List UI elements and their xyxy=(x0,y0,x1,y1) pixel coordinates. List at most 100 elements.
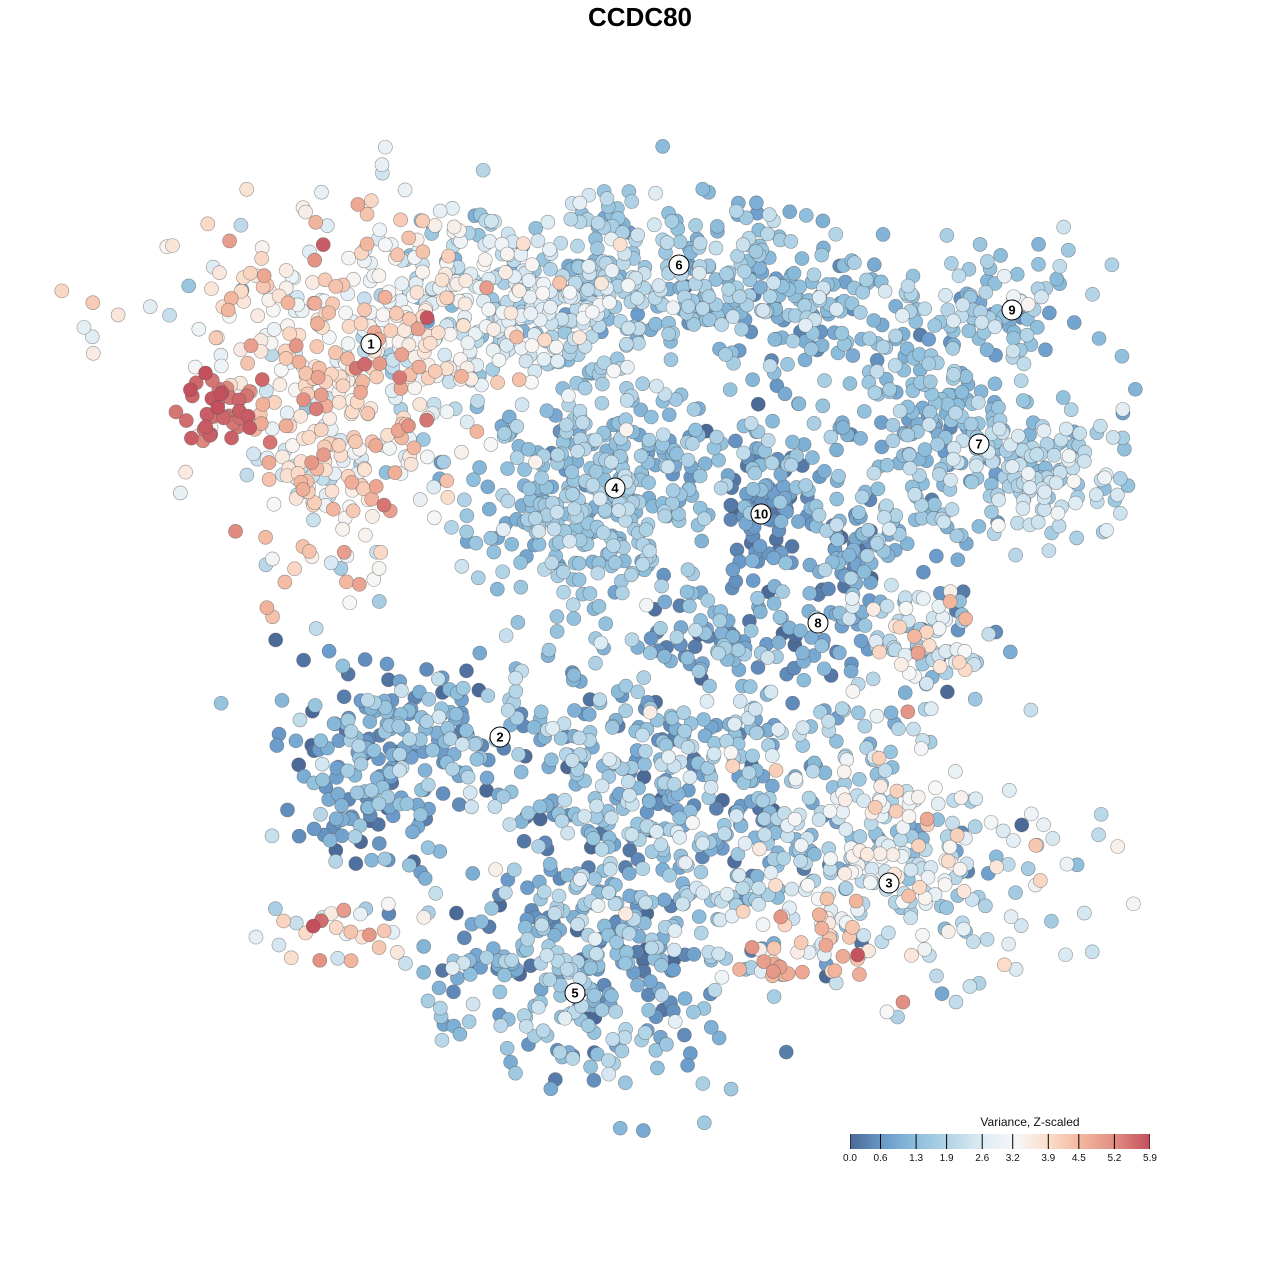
data-point xyxy=(717,826,732,841)
data-point xyxy=(688,218,703,233)
data-point xyxy=(955,297,971,313)
data-point xyxy=(179,413,194,428)
data-point xyxy=(484,901,500,916)
data-point xyxy=(694,925,709,941)
data-point xyxy=(723,1081,739,1097)
data-point xyxy=(589,798,604,814)
data-point xyxy=(829,517,844,533)
data-point xyxy=(854,489,870,505)
data-point xyxy=(725,758,741,774)
data-point xyxy=(884,577,899,593)
data-point xyxy=(312,953,328,968)
data-point xyxy=(911,838,926,854)
color-bar-segment xyxy=(1002,1134,1005,1149)
data-point xyxy=(990,518,1006,533)
color-bar-segment xyxy=(1140,1134,1143,1149)
data-point xyxy=(915,927,930,943)
data-point xyxy=(322,833,338,848)
data-point xyxy=(486,544,502,560)
data-point xyxy=(352,577,367,592)
data-point xyxy=(605,1032,621,1047)
data-point xyxy=(572,195,588,211)
data-point xyxy=(900,278,916,294)
data-point xyxy=(419,714,435,729)
data-point xyxy=(940,684,955,700)
data-point xyxy=(859,272,874,288)
data-point xyxy=(785,333,801,349)
data-point xyxy=(707,982,723,998)
data-point xyxy=(823,429,839,445)
data-point xyxy=(560,825,575,841)
data-point xyxy=(835,420,851,435)
data-point xyxy=(587,931,603,947)
data-point xyxy=(732,962,747,977)
data-point xyxy=(741,765,757,781)
data-point xyxy=(239,181,255,197)
cluster-label-1: 1 xyxy=(360,333,382,355)
data-point xyxy=(1055,390,1071,405)
data-point xyxy=(780,356,795,372)
data-point xyxy=(1009,267,1025,282)
data-point xyxy=(399,796,415,812)
data-point xyxy=(540,214,556,230)
data-point xyxy=(1069,530,1084,546)
data-point xyxy=(374,157,390,173)
data-point xyxy=(420,993,436,1009)
data-point xyxy=(702,678,717,694)
data-point xyxy=(446,984,461,1000)
data-point xyxy=(412,397,428,412)
data-point xyxy=(677,723,692,739)
data-point xyxy=(509,450,525,466)
data-point xyxy=(836,764,852,780)
data-point xyxy=(570,444,585,459)
data-point xyxy=(547,906,563,921)
color-bar-tick-label: 1.9 xyxy=(939,1153,954,1164)
data-point xyxy=(737,264,752,279)
data-point xyxy=(85,329,100,345)
data-point xyxy=(285,438,300,453)
data-point xyxy=(369,369,384,385)
data-point xyxy=(417,763,433,778)
data-point xyxy=(497,426,512,441)
data-point xyxy=(220,302,236,318)
data-point xyxy=(534,470,549,486)
data-point xyxy=(515,236,531,251)
data-point xyxy=(534,917,550,933)
data-point xyxy=(1115,402,1131,417)
data-point xyxy=(306,512,321,528)
data-point xyxy=(460,769,476,785)
data-point xyxy=(198,419,214,435)
data-point xyxy=(508,1065,523,1081)
data-point xyxy=(881,925,896,941)
data-point xyxy=(667,1014,683,1029)
data-point xyxy=(589,946,604,962)
data-point xyxy=(867,385,883,401)
data-point xyxy=(760,433,776,448)
data-point xyxy=(295,482,311,497)
data-point xyxy=(980,254,995,269)
data-point xyxy=(480,479,496,495)
data-point xyxy=(643,974,658,989)
data-point xyxy=(919,811,935,827)
data-point xyxy=(502,817,518,832)
data-point xyxy=(204,281,219,297)
data-point xyxy=(357,652,373,667)
data-point xyxy=(991,400,1006,415)
data-point xyxy=(709,801,724,816)
color-bar-tick-label: 5.9 xyxy=(1143,1153,1157,1164)
data-point xyxy=(929,968,944,984)
data-point xyxy=(376,923,392,939)
color-bar-segment xyxy=(916,1134,919,1149)
data-point xyxy=(879,457,895,473)
data-point xyxy=(818,937,834,953)
data-point xyxy=(590,241,605,256)
color-bar-segment xyxy=(1046,1134,1049,1149)
data-point xyxy=(592,692,608,707)
data-point xyxy=(427,510,442,526)
data-point xyxy=(340,351,355,366)
color-bar-segment xyxy=(1050,1134,1053,1149)
data-point xyxy=(548,339,564,355)
color-bar-segment xyxy=(1030,1134,1033,1149)
data-point xyxy=(348,856,364,871)
data-point xyxy=(210,400,226,415)
